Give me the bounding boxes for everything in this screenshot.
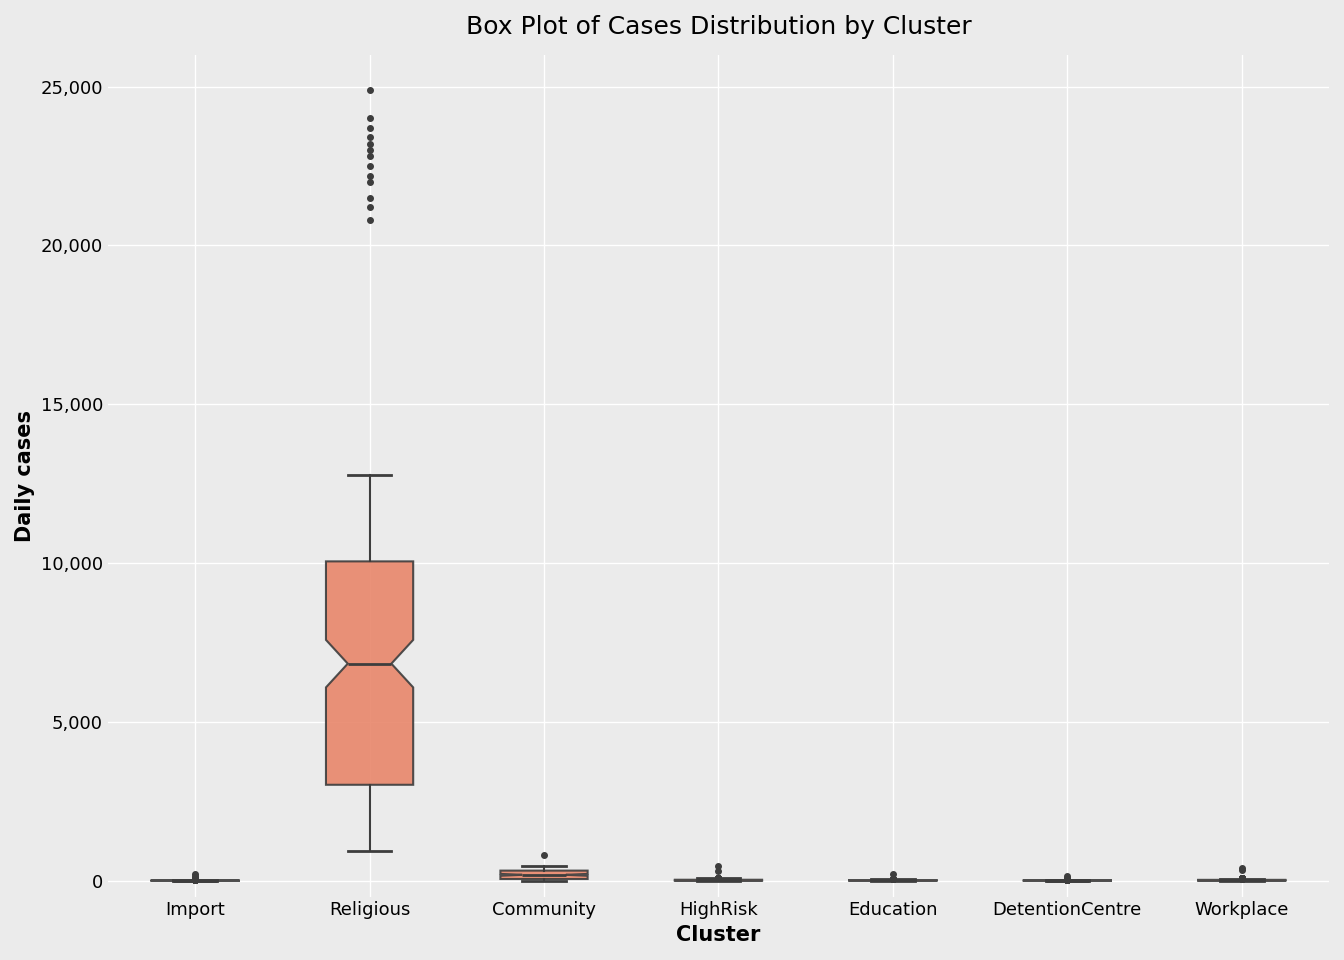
PathPatch shape <box>327 562 413 784</box>
Title: Box Plot of Cases Distribution by Cluster: Box Plot of Cases Distribution by Cluste… <box>465 15 972 39</box>
PathPatch shape <box>500 871 587 879</box>
Y-axis label: Daily cases: Daily cases <box>15 410 35 541</box>
X-axis label: Cluster: Cluster <box>676 925 761 945</box>
